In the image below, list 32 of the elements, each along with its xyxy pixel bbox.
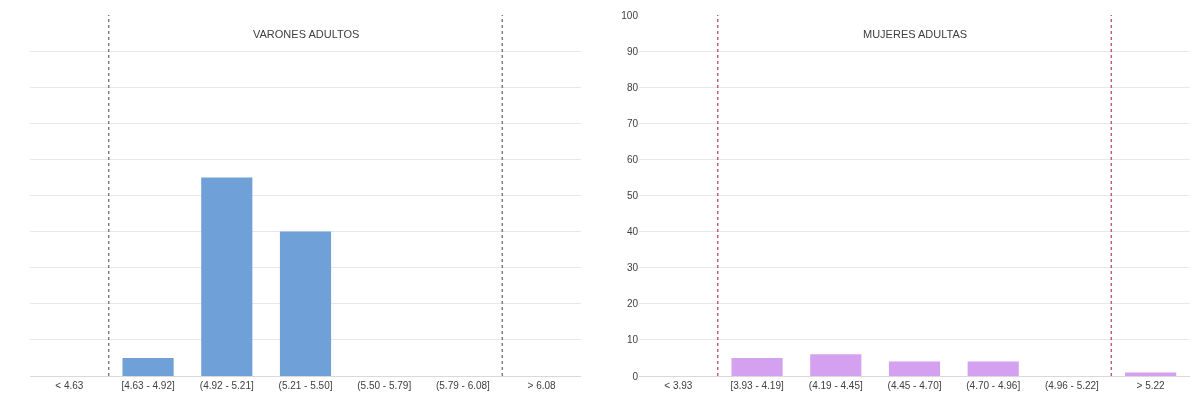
- bar: [888, 361, 941, 376]
- y-tick-label: 30: [626, 262, 639, 274]
- bar: [1125, 372, 1177, 376]
- x-tick-label: (4.92 - 5.21]: [199, 380, 254, 391]
- y-tick-label: 90: [626, 45, 639, 57]
- y-tick-label: 0: [632, 370, 639, 382]
- x-tick-label: < 4.63: [55, 380, 84, 391]
- x-tick-label: (5.50 - 5.79]: [357, 380, 412, 391]
- y-tick-label: 40: [626, 226, 639, 238]
- y-tick-label: 80: [626, 81, 639, 93]
- x-tick-label: (4.45 - 4.70]: [887, 380, 942, 391]
- text: MUJERES ADULTAS: [863, 28, 968, 40]
- x-tick-label: > 6.08: [527, 380, 557, 391]
- y-tick-label: 50: [626, 190, 639, 201]
- x-tick-label: [3.93 - 4.19]: [730, 380, 784, 391]
- x-tick-label: (4.70 - 4.96]: [966, 380, 1021, 391]
- x-tick-label: (5.21 - 5.50]: [278, 380, 333, 391]
- x-tick-label: [4.63 - 4.92]: [121, 380, 175, 391]
- bar: [810, 354, 862, 376]
- y-tick-label: 10: [626, 334, 639, 346]
- text: VARONES ADULTOS: [253, 28, 360, 40]
- x-tick-label: < 3.93: [664, 380, 693, 391]
- x-tick-label: (4.96 - 5.22]: [1044, 380, 1100, 391]
- x-tick-label: (4.19 - 4.45]: [808, 380, 863, 391]
- x-tick-label: > 5.22: [1136, 380, 1166, 391]
- x-tick-label: (5.79 - 6.08]: [435, 380, 491, 391]
- y-tick-label: 60: [626, 153, 639, 165]
- y-tick-label: 100: [621, 9, 639, 21]
- bar: [967, 361, 1019, 376]
- y-tick-label: 20: [626, 298, 639, 310]
- bar: [731, 357, 783, 376]
- y-tick-label: 70: [626, 117, 639, 129]
